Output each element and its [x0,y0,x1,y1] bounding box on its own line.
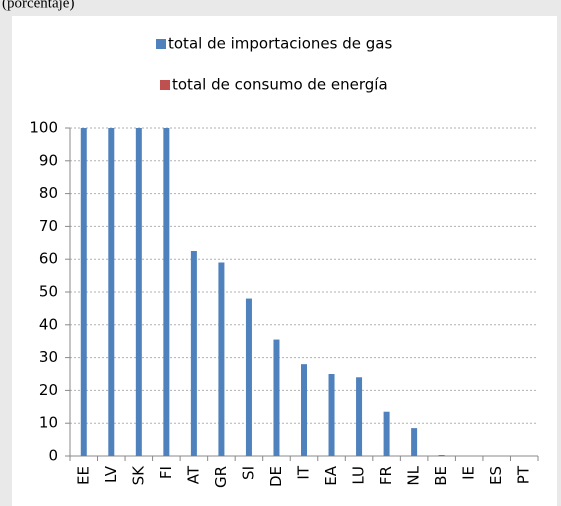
bar [356,377,363,456]
y-tick-label: 30 [39,348,58,366]
bar [163,128,170,456]
x-tick-label: IE [460,466,478,480]
x-tick-label: EE [74,466,92,485]
y-tick-label: 0 [48,447,58,465]
x-tick-label: DE [267,466,285,487]
x-tick-label: SI [239,466,257,480]
bar [218,262,225,456]
bar [80,128,87,456]
x-tick-label: AT [184,465,202,484]
x-tick-label: LU [350,466,368,485]
y-tick-label: 10 [39,414,58,432]
chart-subtitle: (porcentaje) [2,0,74,11]
x-tick-label: NL [405,465,423,485]
bar [273,339,280,456]
y-tick-label: 60 [39,250,58,268]
legend-swatch [160,80,170,90]
y-tick-label: 70 [39,217,58,235]
bar [108,128,115,456]
bar [301,364,307,456]
y-tick-label: 40 [39,315,58,333]
y-tick-label: 20 [39,381,58,399]
legend-label: total de importaciones de gas [168,35,392,53]
x-tick-label: SK [129,465,147,486]
x-tick-label: LV [102,465,120,483]
x-tick-label: FI [157,466,175,479]
y-tick-label: 50 [39,283,58,301]
bar [411,428,418,456]
y-tick-label: 90 [39,151,58,169]
y-tick-label: 100 [29,119,58,137]
x-tick-label: EA [322,465,340,485]
y-tick-label: 80 [39,184,58,202]
bar [438,455,445,456]
x-tick-label: BE [432,466,450,486]
legend-swatch [156,39,166,49]
x-tick-label: GR [212,466,230,488]
x-tick-label: PT [515,465,533,484]
panel [12,16,557,506]
x-tick-label: ES [487,466,505,485]
bar [245,298,252,456]
legend-label: total de consumo de energía [172,76,388,94]
bar [328,374,335,456]
bar [383,411,390,456]
x-tick-label: IT [295,465,313,479]
x-tick-label: FR [377,466,395,485]
bar [135,128,142,456]
bar [190,251,197,456]
